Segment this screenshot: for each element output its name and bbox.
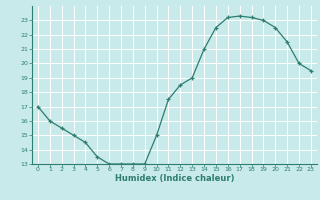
X-axis label: Humidex (Indice chaleur): Humidex (Indice chaleur) xyxy=(115,174,234,183)
